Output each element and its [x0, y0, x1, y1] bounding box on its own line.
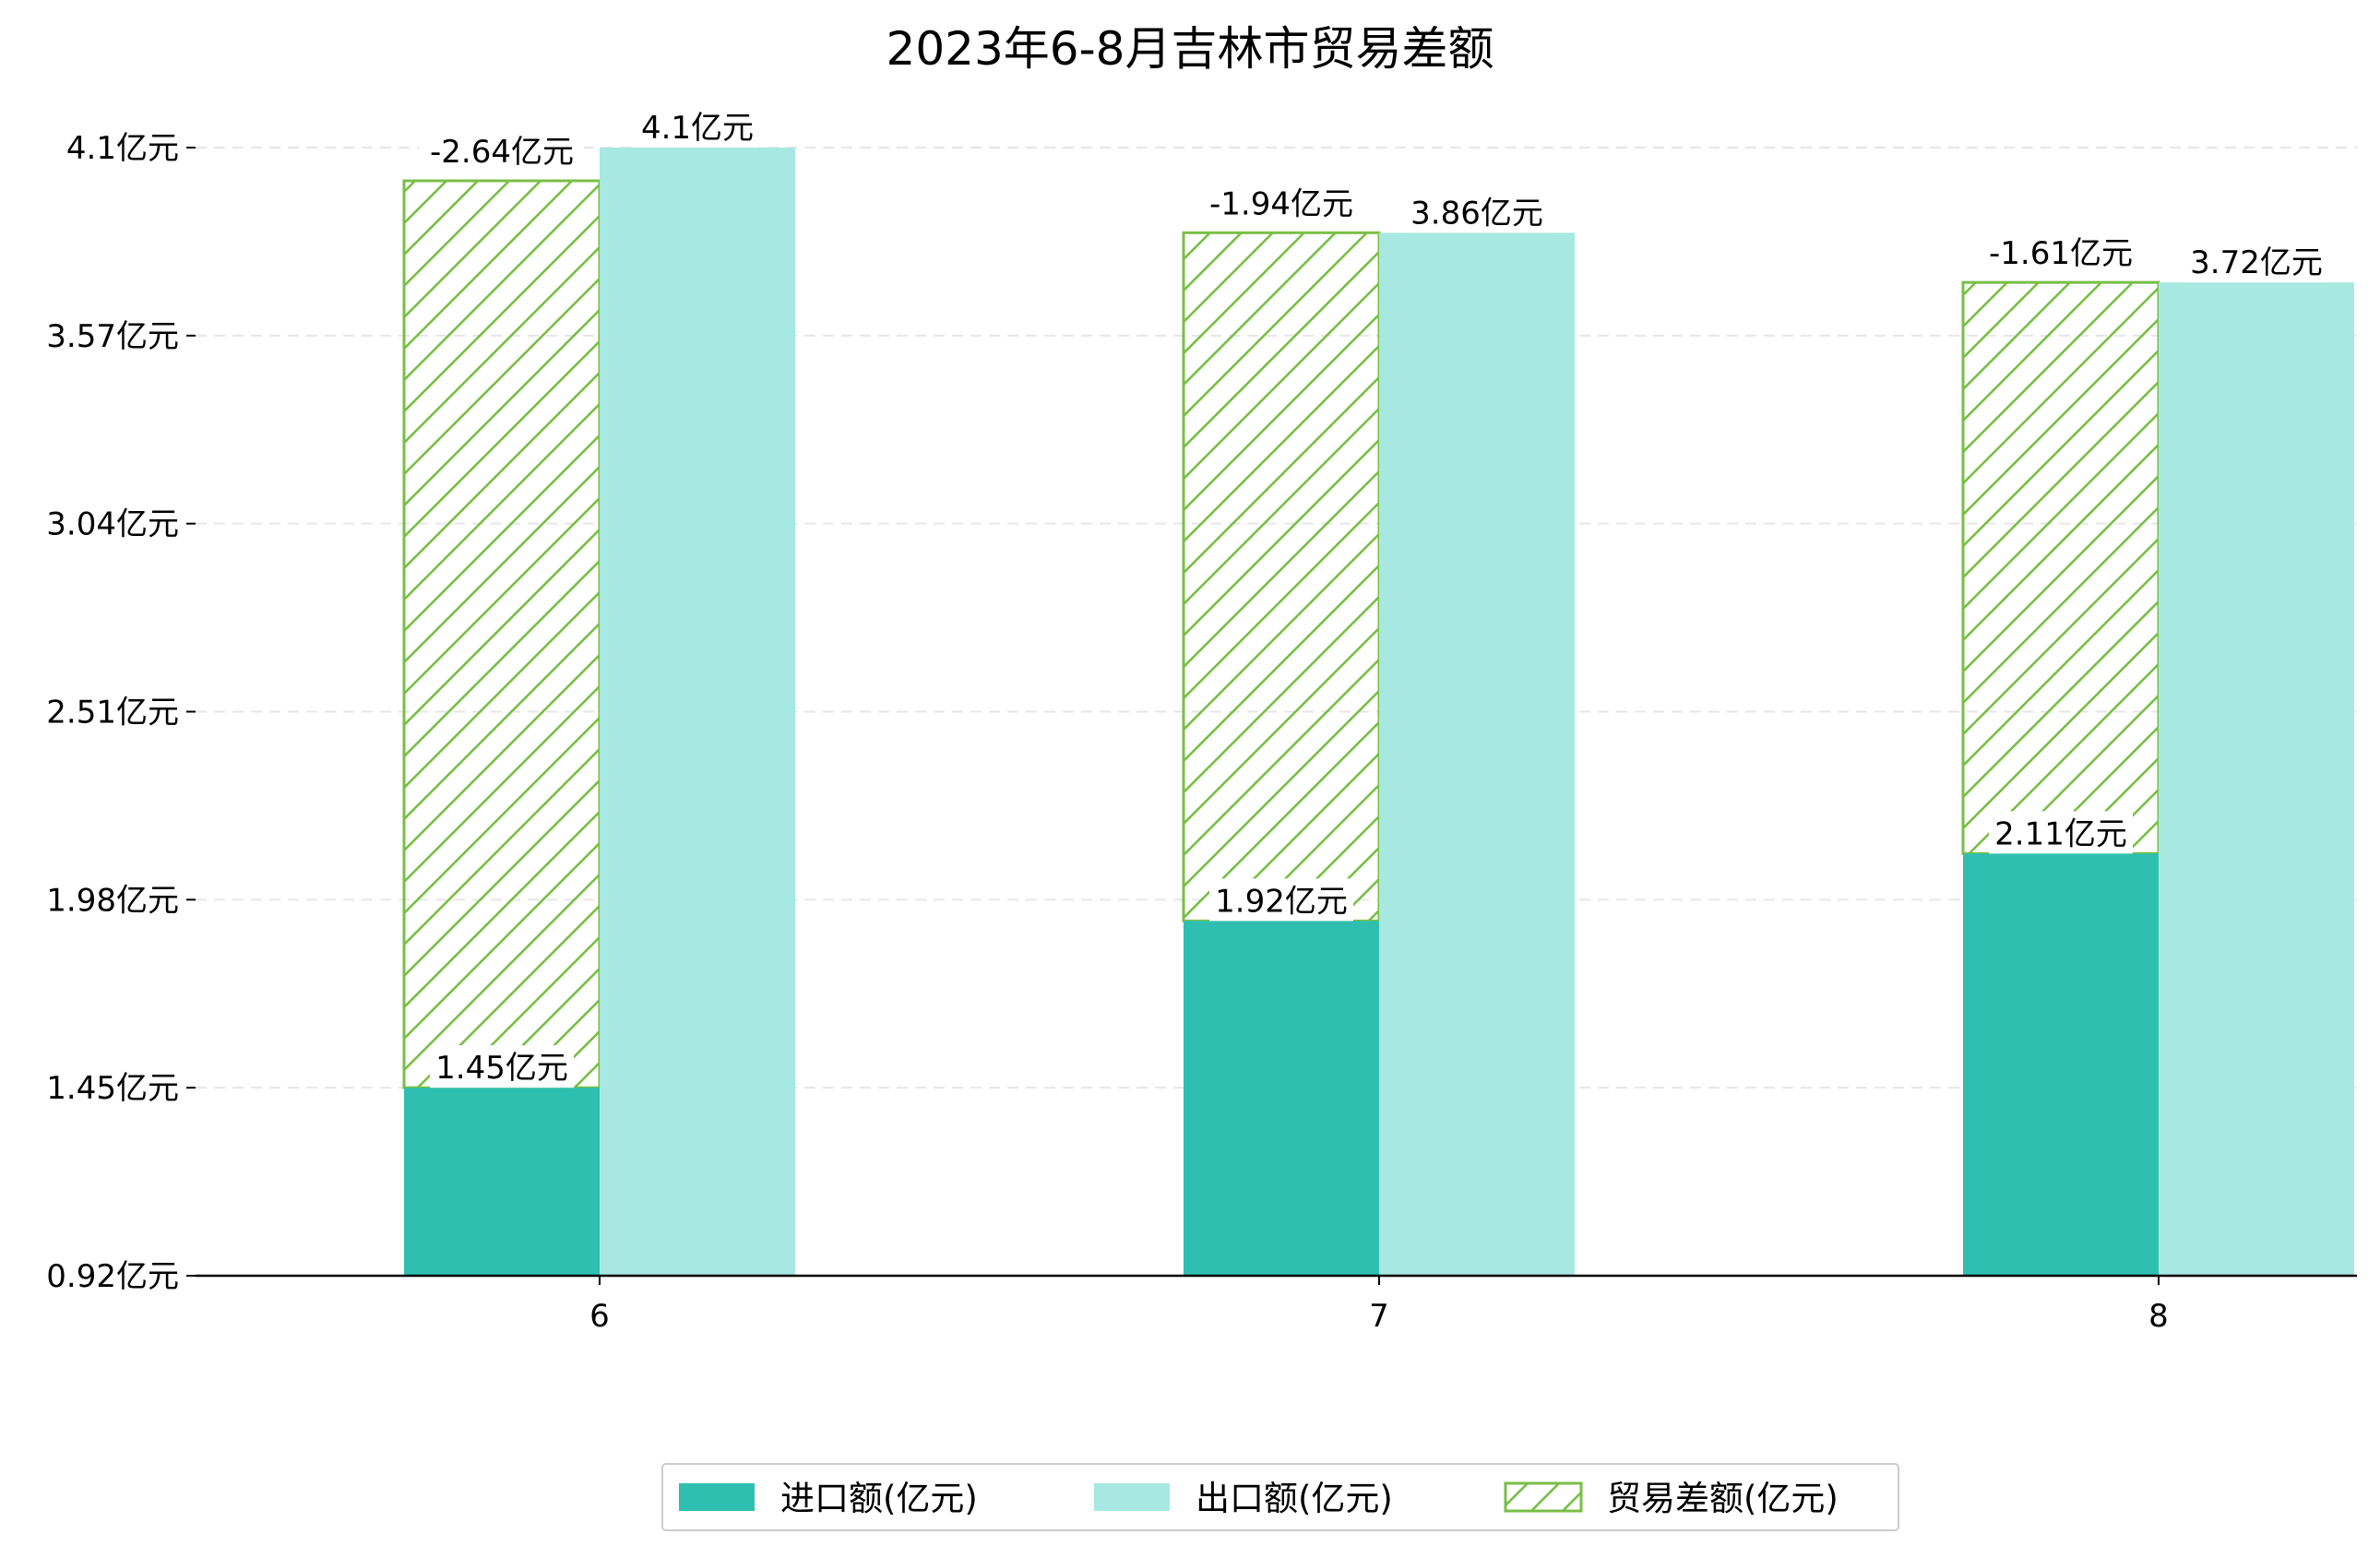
- legend-swatch: [1504, 1481, 1583, 1513]
- legend-label: 进口额(亿元): [780, 1479, 978, 1518]
- legend-label: 出口额(亿元): [1196, 1479, 1393, 1518]
- export-value-label-bg: [1405, 190, 1549, 233]
- y-tick-label: 3.57亿元: [46, 318, 179, 355]
- legend: 进口额(亿元) 出口额(亿元) 贸易差额(亿元): [661, 1463, 1899, 1531]
- export-bar: [1379, 232, 1575, 1276]
- balance-bar: [1182, 231, 1381, 922]
- export-value-label-bg: [636, 105, 759, 148]
- y-tick-label: 3.04亿元: [46, 506, 179, 543]
- import-value-label-bg: [430, 1045, 574, 1088]
- y-tick-label: 1.45亿元: [46, 1070, 179, 1107]
- export-bar: [600, 148, 795, 1276]
- import-value-label: 1.45亿元: [435, 1050, 568, 1087]
- x-tick-label: 8: [2148, 1298, 2169, 1335]
- balance-value-label: -2.64亿元: [430, 134, 574, 171]
- y-tick-label: 1.98亿元: [46, 882, 179, 919]
- legend-swatch: [1094, 1483, 1170, 1511]
- import-value-label-bg: [1209, 878, 1353, 922]
- import-value-label-bg: [1989, 811, 2133, 854]
- import-bar: [404, 1088, 600, 1276]
- balance-value-label-bg: [420, 129, 584, 172]
- legend-label: 贸易差额(亿元): [1607, 1479, 1839, 1518]
- y-tick-label: 0.92亿元: [46, 1258, 179, 1295]
- y-tick-label: 2.51亿元: [46, 695, 179, 731]
- import-bar: [1963, 853, 2159, 1276]
- chart-title: 2023年6-8月吉林市贸易差额: [887, 22, 1494, 76]
- import-bar: [1184, 921, 1379, 1276]
- legend-frame: [661, 1463, 1899, 1531]
- import-value-label: 2.11亿元: [1994, 815, 2127, 852]
- balance-value-label-bg: [1979, 231, 2143, 274]
- export-value-label: 3.86亿元: [1410, 195, 1543, 232]
- x-tick-label: 6: [589, 1298, 610, 1335]
- export-value-label: 4.1亿元: [641, 110, 754, 147]
- balance-value-label: -1.94亿元: [1209, 185, 1353, 222]
- export-value-label-bg: [2184, 240, 2328, 283]
- balance-bar: [1961, 280, 2160, 855]
- export-bar: [2159, 282, 2354, 1276]
- export-value-label: 3.72亿元: [2190, 244, 2323, 281]
- legend-swatch: [679, 1483, 755, 1511]
- x-tick-label: 7: [1369, 1298, 1389, 1335]
- balance-value-label: -1.61亿元: [1989, 235, 2133, 272]
- balance-bar: [402, 179, 601, 1089]
- y-tick-label: 4.1亿元: [66, 130, 179, 167]
- balance-value-label-bg: [1199, 181, 1363, 224]
- import-value-label: 1.92亿元: [1215, 883, 1348, 920]
